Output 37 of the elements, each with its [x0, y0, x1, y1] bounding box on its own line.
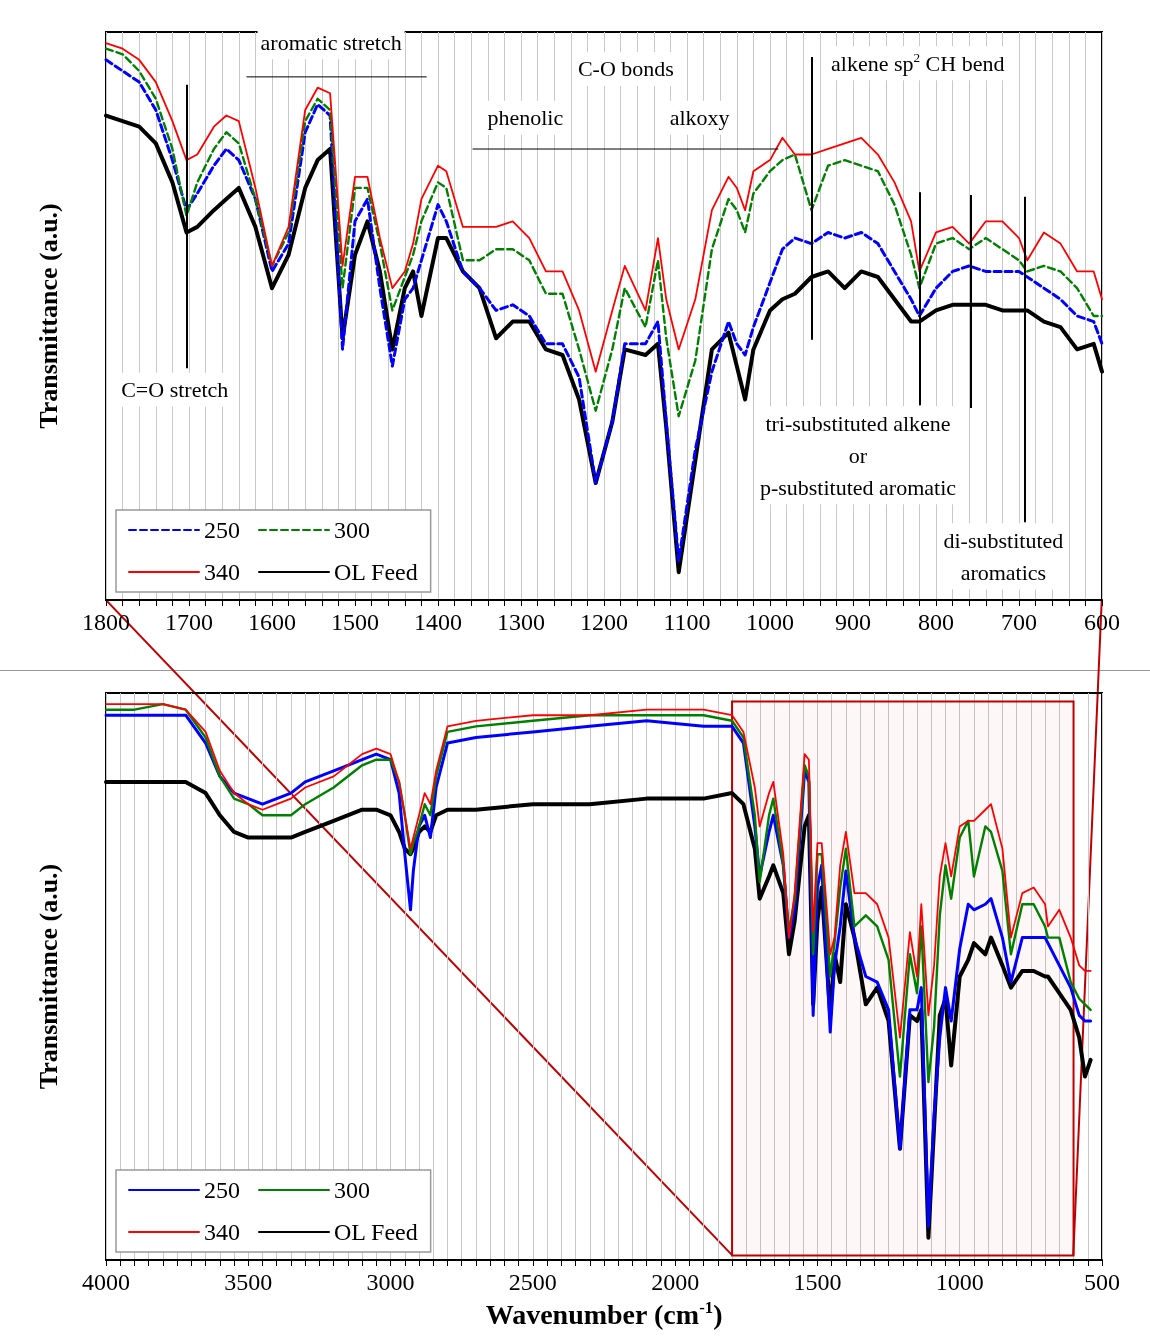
annotation: aromatic stretch — [260, 29, 402, 55]
x-tick-label: 700 — [1001, 609, 1037, 635]
x-tick-label: 1600 — [248, 609, 296, 635]
legend-label: OL Feed — [334, 1219, 418, 1245]
x-tick-label: 3500 — [224, 1269, 273, 1295]
x-tick-label: 3000 — [366, 1269, 415, 1295]
x-tick-label: 900 — [835, 609, 871, 635]
x-tick-label: 2000 — [651, 1269, 700, 1295]
x-tick-label: 1700 — [165, 609, 213, 635]
x-tick-label: 800 — [918, 609, 954, 635]
x-tick-label: 1500 — [331, 609, 379, 635]
annotation: alkoxy — [669, 105, 730, 131]
legend-label: 340 — [204, 1219, 240, 1245]
x-tick-label: 1800 — [82, 609, 130, 635]
x-tick-label: 4000 — [82, 1269, 130, 1295]
legend-label: 300 — [334, 517, 370, 543]
legend-label: 300 — [334, 1177, 370, 1203]
x-tick-label: 2500 — [508, 1269, 557, 1295]
x-tick-label: 1500 — [793, 1269, 842, 1295]
x-tick-label: 1100 — [663, 609, 711, 635]
x-tick-label: 1300 — [497, 609, 545, 635]
annotation: tri-substituted alkene or p-substituted aromatic — [759, 410, 957, 500]
x-tick-label: 500 — [1084, 1269, 1120, 1295]
y-axis-title: Transmittance (a.u.) — [33, 203, 63, 429]
legend-label: OL Feed — [334, 559, 418, 585]
x-tick-label: 1200 — [580, 609, 628, 635]
y-axis-title: Transmittance (a.u.) — [33, 863, 63, 1090]
x-tick-label: 1000 — [746, 609, 794, 635]
legend-label: 250 — [204, 517, 240, 543]
annotation: C-O bonds — [577, 56, 674, 82]
legend-label: 250 — [204, 1177, 240, 1203]
x-tick-label: 1400 — [414, 609, 462, 635]
annotation: di-substituted aromatics — [943, 527, 1064, 585]
x-tick-label: 1000 — [935, 1269, 984, 1295]
legend-label: 340 — [204, 559, 240, 585]
annotation: phenolic — [487, 105, 564, 131]
annotation: C=O stretch — [121, 377, 229, 403]
